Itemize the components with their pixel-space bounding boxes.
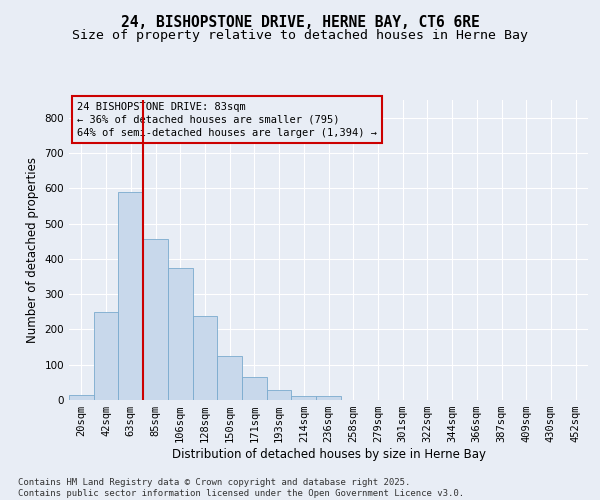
Text: Size of property relative to detached houses in Herne Bay: Size of property relative to detached ho… bbox=[72, 28, 528, 42]
Text: 24, BISHOPSTONE DRIVE, HERNE BAY, CT6 6RE: 24, BISHOPSTONE DRIVE, HERNE BAY, CT6 6R… bbox=[121, 15, 479, 30]
Text: 24 BISHOPSTONE DRIVE: 83sqm
← 36% of detached houses are smaller (795)
64% of se: 24 BISHOPSTONE DRIVE: 83sqm ← 36% of det… bbox=[77, 102, 377, 138]
Text: Contains HM Land Registry data © Crown copyright and database right 2025.
Contai: Contains HM Land Registry data © Crown c… bbox=[18, 478, 464, 498]
Bar bbox=[217, 356, 242, 400]
Y-axis label: Number of detached properties: Number of detached properties bbox=[26, 157, 39, 343]
Bar bbox=[267, 390, 292, 400]
Bar bbox=[193, 316, 217, 400]
Bar bbox=[69, 394, 94, 400]
X-axis label: Distribution of detached houses by size in Herne Bay: Distribution of detached houses by size … bbox=[172, 448, 485, 461]
Bar bbox=[242, 377, 267, 400]
Bar bbox=[143, 240, 168, 400]
Bar bbox=[292, 396, 316, 400]
Bar bbox=[168, 268, 193, 400]
Bar bbox=[316, 396, 341, 400]
Bar bbox=[94, 312, 118, 400]
Bar bbox=[118, 192, 143, 400]
